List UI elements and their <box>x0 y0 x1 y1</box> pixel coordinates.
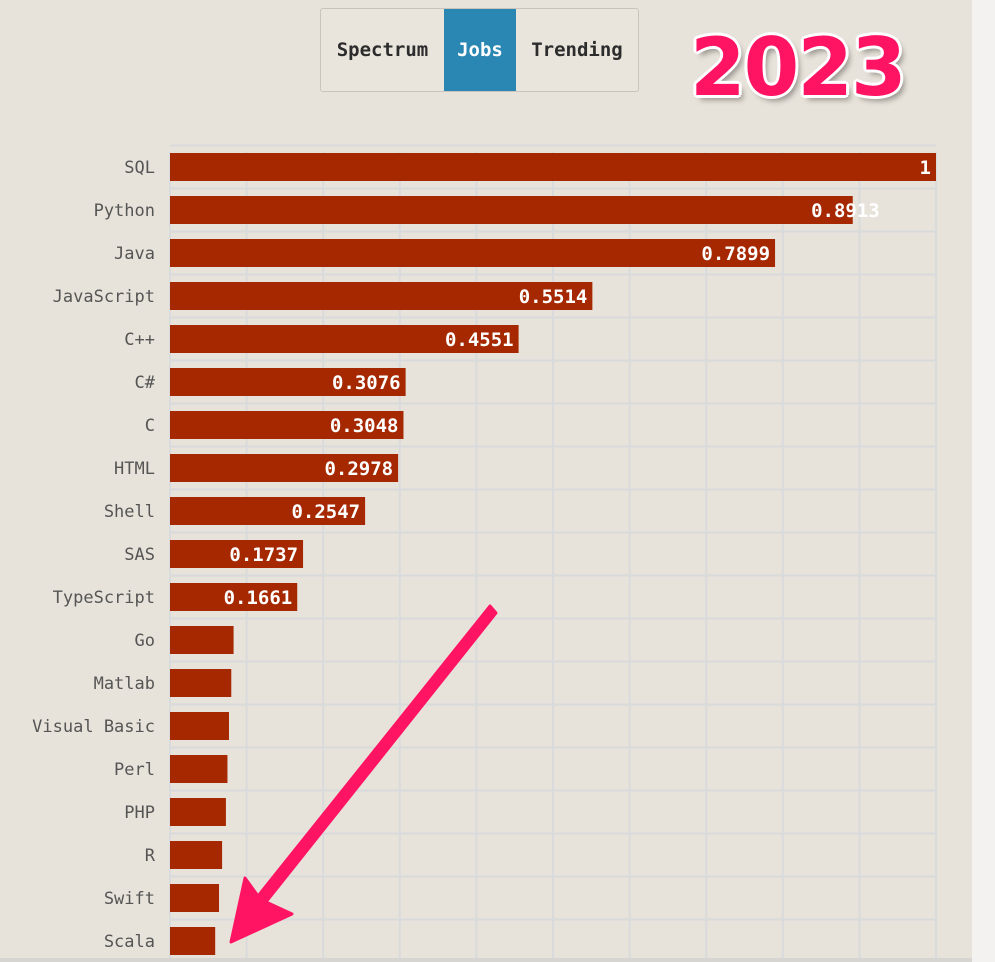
value-label: 0.2978 <box>324 458 393 480</box>
view-tab-group: Spectrum Jobs Trending <box>320 8 639 92</box>
bar[interactable] <box>170 755 228 783</box>
bar[interactable] <box>170 841 223 869</box>
category-label: PHP <box>124 803 155 823</box>
tab-jobs[interactable]: Jobs <box>444 9 516 91</box>
category-label: Shell <box>104 502 155 522</box>
bar[interactable] <box>170 669 232 697</box>
year-label: 2023 <box>690 21 907 114</box>
category-labels: SQL Python Java JavaScript C++ C# C HTML Shell SA… <box>32 158 156 952</box>
category-label: SAS <box>124 545 155 565</box>
category-label: C <box>145 416 155 436</box>
category-label: R <box>145 846 156 866</box>
category-label: HTML <box>114 459 155 479</box>
bar[interactable] <box>170 540 304 568</box>
bar-chart: SQL Python Java JavaScript C++ C# C HTML Shell SA… <box>32 144 937 958</box>
bar[interactable] <box>170 712 229 740</box>
value-label: 0.3048 <box>330 415 399 437</box>
value-label: 0.7899 <box>701 243 770 265</box>
bar[interactable] <box>170 153 936 181</box>
category-label: TypeScript <box>53 588 155 608</box>
value-label: 0.5514 <box>519 286 588 308</box>
bar[interactable] <box>170 927 216 955</box>
category-label: JavaScript <box>53 287 155 307</box>
tab-spectrum[interactable]: Spectrum <box>336 39 429 61</box>
annotation-arrow <box>229 604 498 944</box>
bar[interactable] <box>170 884 220 912</box>
category-label: C++ <box>124 330 155 350</box>
value-label: 0.1661 <box>224 587 293 609</box>
category-label: Go <box>135 631 155 651</box>
value-label: 0.3076 <box>332 372 401 394</box>
bar[interactable] <box>170 325 519 353</box>
bar[interactable] <box>170 798 226 826</box>
value-label: 0.8913 <box>811 200 880 222</box>
grid-lines <box>169 144 937 958</box>
bottom-border <box>0 958 972 962</box>
value-label: 1 <box>920 157 931 179</box>
category-label: Matlab <box>94 674 155 694</box>
bar[interactable] <box>170 454 399 482</box>
category-label: Perl <box>114 760 155 780</box>
value-label: 0.2547 <box>291 501 360 523</box>
bar[interactable] <box>170 196 853 224</box>
category-label: Java <box>114 244 155 264</box>
category-label: Scala <box>104 932 155 952</box>
category-label: Visual Basic <box>32 717 155 737</box>
scrollbar-track[interactable] <box>972 0 995 962</box>
bar[interactable] <box>170 282 593 310</box>
category-label: Swift <box>104 889 155 909</box>
bar[interactable] <box>170 239 776 267</box>
arrow-annotation <box>229 604 498 944</box>
tab-trending[interactable]: Trending <box>531 39 623 61</box>
category-label: C# <box>135 373 156 393</box>
bar[interactable] <box>170 583 298 611</box>
bar[interactable] <box>170 368 406 396</box>
bar[interactable] <box>170 411 404 439</box>
value-label: 0.4551 <box>445 329 514 351</box>
value-label: 0.1737 <box>229 544 298 566</box>
bar[interactable] <box>170 626 234 654</box>
bars <box>170 153 936 955</box>
category-label: Python <box>94 201 155 221</box>
bar[interactable] <box>170 497 366 525</box>
category-label: SQL <box>124 158 155 178</box>
